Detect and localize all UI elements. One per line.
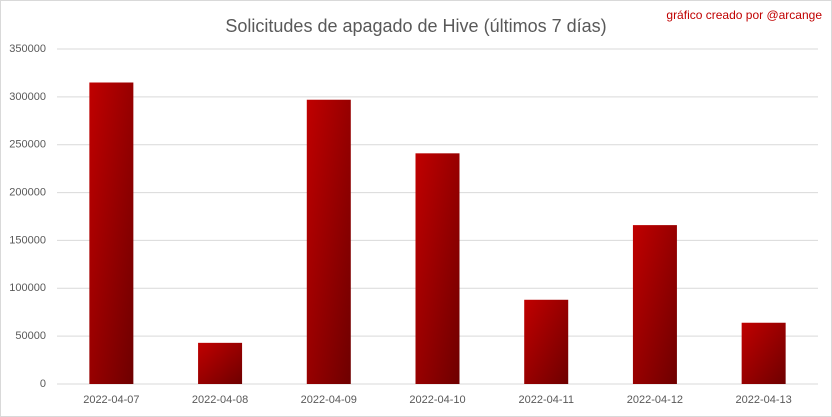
x-tick-label: 2022-04-12 [627,394,683,406]
y-tick-label: 250000 [9,139,46,151]
x-tick-label: 2022-04-10 [409,394,465,406]
y-tick-label: 100000 [9,282,46,294]
bar [524,299,569,384]
y-tick-label: 50000 [15,330,46,342]
y-tick-label: 0 [40,378,46,390]
x-tick-label: 2022-04-07 [83,394,139,406]
annotation: gráfico creado por @arcange [666,8,822,22]
x-tick-label: 2022-04-08 [192,394,248,406]
chart-title: Solicitudes de apagado de Hive (últimos … [225,16,606,36]
bar [741,322,786,384]
bar [198,342,243,384]
y-tick-label: 150000 [9,234,46,246]
y-tick-label: 200000 [9,186,46,198]
bar [89,82,134,384]
y-tick-label: 350000 [9,43,46,55]
bar [632,225,677,384]
bar [306,99,351,384]
y-tick-label: 300000 [9,91,46,103]
x-tick-label: 2022-04-13 [736,394,792,406]
bar [415,153,460,384]
x-tick-label: 2022-04-09 [301,394,357,406]
x-tick-label: 2022-04-11 [518,394,573,406]
